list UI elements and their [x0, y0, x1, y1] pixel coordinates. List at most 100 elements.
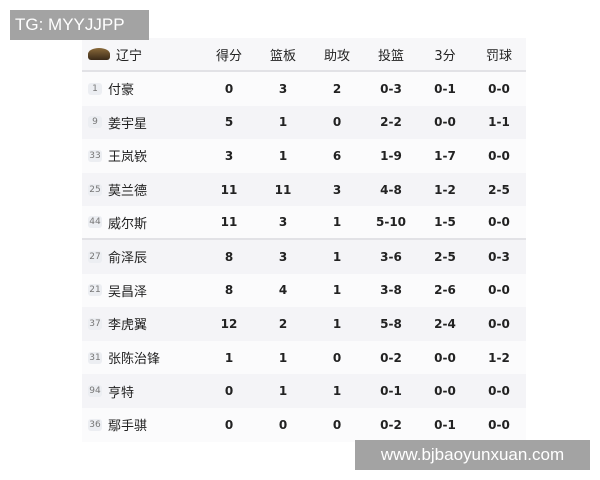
stat-cell: 12	[220, 316, 238, 331]
stat-cell: 1-5	[434, 215, 456, 230]
player-cell: 1 付豪	[82, 79, 202, 98]
stat-cell: 5-10	[375, 215, 407, 230]
stat-cell: 1	[332, 249, 342, 264]
stat-cell: 11	[274, 182, 292, 197]
watermark-top: TG: MYYJJPP	[10, 10, 149, 40]
player-cell: 9 姜宇星	[82, 113, 202, 132]
stat-cell: 0	[332, 417, 342, 432]
table-header: 辽宁 得分 篮板 助攻 投篮 3分 罚球	[82, 38, 526, 72]
player-row[interactable]: 33 王岚嵚 3 1 6 1-9 1-7 0-0	[82, 139, 526, 173]
player-row[interactable]: 44 威尔斯 11 3 1 5-10 1-5 0-0	[82, 206, 526, 240]
stat-cell: 1-1	[488, 115, 510, 130]
stat-cell: 3	[224, 148, 234, 163]
stat-cell: 0-3	[488, 249, 510, 264]
stat-cell: 11	[220, 215, 238, 230]
stat-cell: 0	[332, 115, 342, 130]
player-name: 鄢手骐	[108, 419, 148, 435]
stat-cell: 4-8	[380, 182, 402, 197]
stat-cell: 0-0	[434, 350, 456, 365]
stat-cell: 3	[278, 81, 288, 96]
stat-cell: 0	[224, 417, 234, 432]
stat-cell: 2-2	[380, 115, 402, 130]
col-header: 3分	[434, 48, 456, 64]
player-cell: 27 俞泽辰	[82, 247, 202, 266]
player-cell: 33 王岚嵚	[82, 146, 202, 165]
player-cell: 36 鄢手骐	[82, 415, 202, 434]
stat-cell: 11	[220, 182, 238, 197]
stat-cell: 1-2	[488, 350, 510, 365]
player-row[interactable]: 21 吴昌泽 8 4 1 3-8 2-6 0-0	[82, 273, 526, 308]
team-logo-icon	[88, 48, 110, 60]
stat-cell: 0-0	[488, 215, 510, 230]
col-header: 助攻	[323, 48, 350, 64]
player-cell: 37 李虎翼	[82, 314, 202, 333]
stat-cell: 3	[278, 215, 288, 230]
jersey-number: 1	[88, 82, 102, 95]
player-row[interactable]: 25 莫兰德 11 11 3 4-8 1-2 2-5	[82, 172, 526, 207]
stat-cell: 0-0	[488, 417, 510, 432]
stat-cell: 1	[332, 283, 342, 298]
stat-cell: 3	[332, 182, 342, 197]
player-name: 亨特	[108, 385, 135, 401]
stat-cell: 0-2	[380, 417, 402, 432]
player-name: 王岚嵚	[108, 150, 148, 166]
stat-cell: 2-4	[434, 316, 456, 331]
stat-cell: 2-5	[434, 249, 456, 264]
stat-cell: 1-2	[434, 182, 456, 197]
player-name: 威尔斯	[108, 216, 148, 232]
stat-cell: 0	[224, 81, 234, 96]
jersey-number: 25	[88, 183, 102, 196]
player-cell: 21 吴昌泽	[82, 281, 202, 300]
stat-cell: 1-7	[434, 148, 456, 163]
stat-cell: 4	[278, 283, 288, 298]
stat-cell: 1	[224, 350, 234, 365]
stat-cell: 2-6	[434, 283, 456, 298]
player-row[interactable]: 36 鄢手骐 0 0 0 0-2 0-1 0-0	[82, 407, 526, 442]
stat-cell: 0	[224, 384, 234, 399]
player-name: 俞泽辰	[108, 251, 148, 267]
watermark-bottom: www.bjbaoyunxuan.com	[355, 440, 590, 470]
col-header: 投篮	[377, 48, 404, 64]
player-name: 姜宇星	[108, 116, 148, 132]
jersey-number: 9	[88, 116, 102, 129]
stat-cell: 1	[278, 350, 288, 365]
player-name: 吴昌泽	[108, 284, 148, 300]
jersey-number: 27	[88, 250, 102, 263]
player-row[interactable]: 1 付豪 0 3 2 0-3 0-1 0-0	[82, 72, 526, 106]
team-name: 辽宁	[116, 48, 143, 64]
player-row[interactable]: 31 张陈治锋 1 1 0 0-2 0-0 1-2	[82, 340, 526, 375]
player-row[interactable]: 27 俞泽辰 8 3 1 3-6 2-5 0-3	[82, 239, 526, 274]
stat-cell: 0-0	[488, 81, 510, 96]
stat-cell: 0-1	[434, 417, 456, 432]
stat-cell: 6	[332, 148, 342, 163]
stat-cell: 1	[278, 115, 288, 130]
stat-cell: 0	[332, 350, 342, 365]
col-header: 罚球	[485, 48, 512, 64]
stat-cell: 0-1	[434, 81, 456, 96]
stat-cell: 2	[278, 316, 288, 331]
player-cell: 25 莫兰德	[82, 180, 202, 199]
stat-cell: 0	[278, 417, 288, 432]
stat-cell: 8	[224, 283, 234, 298]
stat-cell: 1	[332, 215, 342, 230]
jersey-number: 33	[88, 149, 102, 162]
player-row[interactable]: 94 亨特 0 1 1 0-1 0-0 0-0	[82, 374, 526, 408]
jersey-number: 21	[88, 284, 102, 297]
stat-cell: 5-8	[380, 316, 402, 331]
stat-cell: 1	[278, 384, 288, 399]
stat-cell: 0-3	[380, 81, 402, 96]
stat-cell: 0-0	[434, 115, 456, 130]
team-cell: 辽宁	[82, 45, 202, 64]
stat-cell: 2	[332, 81, 342, 96]
jersey-number: 31	[88, 351, 102, 364]
stat-cell: 0-1	[380, 384, 402, 399]
jersey-number: 37	[88, 317, 102, 330]
player-row[interactable]: 9 姜宇星 5 1 0 2-2 0-0 1-1	[82, 105, 526, 140]
stat-cell: 8	[224, 249, 234, 264]
player-cell: 94 亨特	[82, 382, 202, 401]
player-name: 李虎翼	[108, 318, 148, 334]
stat-cell: 3	[278, 249, 288, 264]
player-row[interactable]: 37 李虎翼 12 2 1 5-8 2-4 0-0	[82, 307, 526, 341]
stat-cell: 1	[332, 384, 342, 399]
player-name: 莫兰德	[108, 184, 148, 200]
